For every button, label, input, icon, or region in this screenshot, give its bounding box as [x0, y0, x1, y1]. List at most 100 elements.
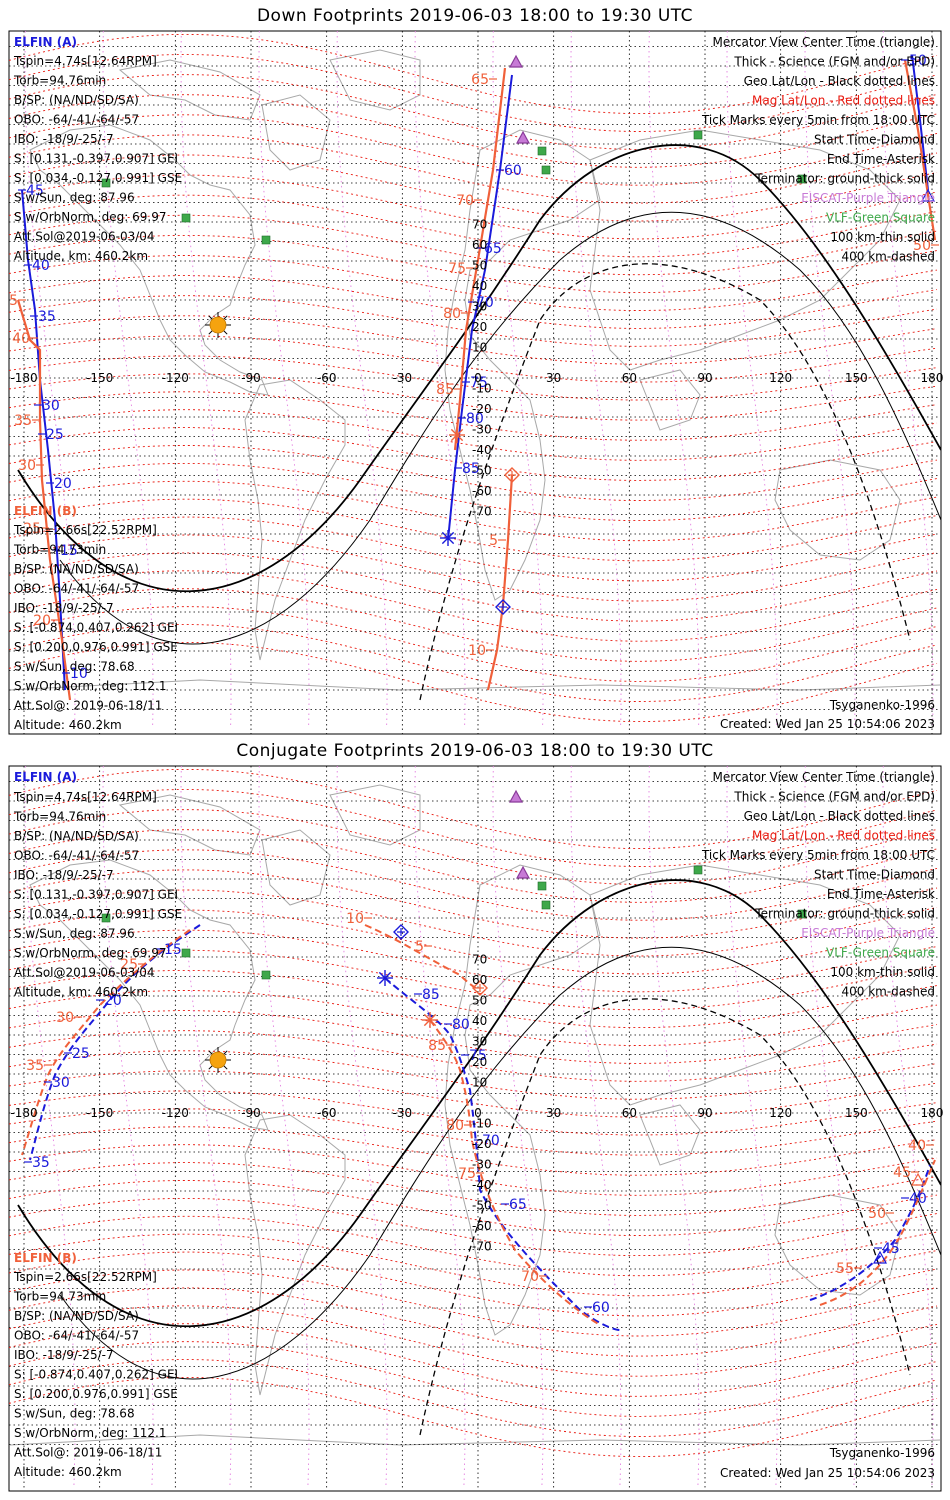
start-diamond: [504, 467, 520, 483]
mag-parallel: [9, 33, 938, 115]
panel-frame: [8, 765, 942, 1492]
legend-item: 400 km-dashed: [841, 985, 935, 999]
vlf-station-marker: [101, 913, 111, 923]
mag-meridian: [882, 31, 934, 728]
track-tick-label: 85: [422, 987, 440, 1003]
lon-tick-label: 90: [697, 1106, 712, 1120]
info-line: S w/Sun, deg: 78.68: [14, 1407, 135, 1421]
legend: Mercator View Center Time (triangle) Thic…: [701, 770, 935, 999]
elfin-b-name: ELFIN (B): [14, 504, 77, 518]
track-tick-label: 45: [893, 1165, 911, 1181]
mag-parallel: [9, 1305, 938, 1377]
lon-tick-label: -120: [162, 371, 189, 385]
vlf-station-marker: [693, 130, 703, 140]
lat-tick-label: -70: [472, 505, 492, 519]
vlf-station-marker: [693, 865, 703, 875]
track-tick-label: 15: [60, 543, 78, 559]
conjugate-footprints-panel: 1520253035858075706560454010525303585807…: [8, 765, 942, 1492]
coastlines: [9, 49, 941, 691]
mag-meridian: [24, 31, 76, 728]
info-line: S w/Sun, deg: 87.96: [14, 927, 135, 941]
mag-parallel: [9, 409, 938, 461]
mag-meridian: [102, 766, 154, 1487]
lat-tick-label: 70: [472, 218, 487, 232]
mag-meridian: [726, 766, 778, 1487]
mag-parallel: [9, 768, 938, 850]
lon-tick-label: -90: [241, 1106, 261, 1120]
legend-item: Terminator: ground-thick solid: [754, 907, 935, 921]
start-diamond: [495, 599, 511, 615]
info-line: Altitude, km: 460.2km: [14, 249, 148, 263]
vlf-station-marker: [181, 948, 191, 958]
lat-tick-label: 10: [472, 1076, 487, 1090]
mag-parallel: [9, 1269, 938, 1337]
lon-tick-label: -30: [393, 1106, 413, 1120]
lat-tick-label: -50: [472, 1199, 492, 1213]
elfin-a-track: [384, 977, 621, 1331]
info-line: OBO: -64/-41/-64/-57: [14, 113, 139, 127]
mag-parallel: [9, 295, 938, 347]
mag-parallel: [9, 570, 938, 642]
mag-parallel: [9, 498, 938, 562]
lon-tick-label: -150: [86, 371, 113, 385]
mag-parallel: [9, 1215, 938, 1277]
elfin-b-track: [453, 67, 507, 451]
info-line: Torb=94.76min: [13, 810, 106, 824]
mag-parallel: [9, 829, 938, 903]
legend-item: Thick - Science (FGM and/or EPD): [733, 790, 935, 804]
elfin-b-track: [364, 924, 481, 991]
orbit-tracks: 6065707580854540353025201510506570758085…: [9, 53, 939, 701]
lon-tick-label: -60: [317, 371, 337, 385]
legend-item: Mercator View Center Time (triangle): [713, 770, 935, 784]
mag-parallel: [9, 1144, 938, 1196]
down-footprints-panel: 6065707580854540353025201510506570758085…: [8, 30, 942, 735]
geo-lat-lon-grid: [9, 31, 941, 734]
info-line: Att.Sol@2019-06-03/04: [14, 230, 155, 244]
mag-parallel: [9, 114, 938, 186]
terminator-ground: [17, 879, 941, 1328]
terminator-lines: [17, 879, 941, 1436]
mag-meridian: [414, 31, 466, 728]
elfin-b-track: [429, 1019, 601, 1326]
info-line: IBO: -18/9/-25/-7: [14, 601, 114, 615]
mag-parallel: [9, 624, 938, 702]
model-label: Tsyganenko-1996: [829, 1446, 935, 1460]
terminator-400km: [419, 998, 911, 1436]
mag-parallel: [9, 54, 938, 132]
end-asterisk: [440, 530, 456, 546]
mag-parallel: [9, 641, 938, 723]
lon-tick-label: 90: [697, 371, 712, 385]
sun-icon: [205, 1047, 231, 1073]
lat-tick-label: -40: [472, 1178, 492, 1192]
coastlines: [9, 784, 941, 1446]
mag-parallel: [9, 789, 938, 867]
mag-parallel: [9, 214, 938, 276]
mag-parallel: [9, 445, 938, 501]
track-tick-label: 20: [54, 476, 72, 492]
mag-parallel: [9, 1050, 938, 1100]
info-line: B/SP: (NA/ND/SD/SA): [14, 562, 139, 576]
info-line: Torb=94.76min: [13, 74, 106, 88]
mag-parallel: [9, 1108, 938, 1156]
lon-tick-label: 180: [921, 371, 944, 385]
track-tick-label: 70: [521, 1269, 539, 1285]
mag-parallel: [9, 552, 938, 622]
start-diamond: [472, 980, 488, 996]
eiscat-station-marker: [508, 789, 524, 803]
info-line: S w/OrbNorm, deg: 112.1: [14, 1426, 166, 1440]
mag-parallel: [9, 1341, 938, 1417]
track-tick-label: 35: [14, 413, 32, 429]
track-tick-label: 5: [489, 533, 498, 549]
legend: Mercator View Center Time (triangle) Thic…: [701, 35, 935, 264]
info-line: IBO: -18/9/-25/-7: [14, 1348, 114, 1362]
track-tick-label: 85: [462, 461, 480, 477]
legend-item: 400 km-dashed: [841, 250, 935, 264]
legend-item: VLF-Green Square: [826, 211, 935, 225]
end-asterisk: [449, 427, 465, 443]
track-tick-label: 15: [164, 942, 182, 958]
lon-tick-label: 60: [622, 1106, 637, 1120]
mag-parallel: [9, 534, 938, 602]
info-line: S: [0.131,-0.397,0.907] GEI: [14, 888, 178, 902]
lon-tick-label: 150: [845, 1106, 868, 1120]
